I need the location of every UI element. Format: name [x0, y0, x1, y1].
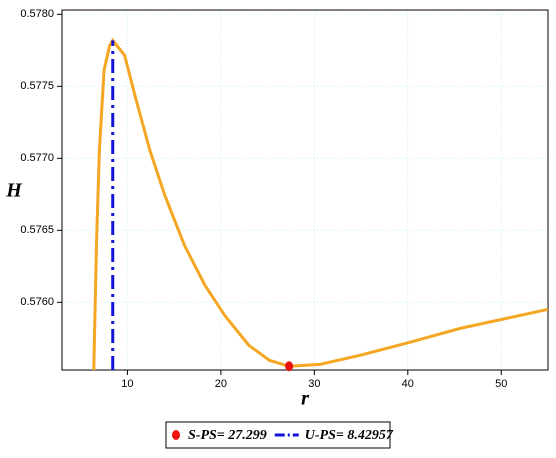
point — [285, 361, 294, 372]
x-tick-label: 20 — [215, 378, 227, 390]
y-tick-label: 0.5775 — [20, 80, 54, 92]
y-tick-label: 0.5765 — [20, 224, 54, 236]
x-tick-label: 10 — [121, 378, 133, 390]
plot-area — [92, 37, 548, 370]
x-axis-label: r — [301, 388, 309, 410]
legend-label: U-PS= 8.42957 — [305, 428, 394, 443]
x-tick-label: 30 — [308, 378, 320, 390]
x-tick-label: 50 — [495, 378, 507, 390]
x-tick-label: 40 — [402, 378, 414, 390]
y-tick-label: 0.5760 — [20, 296, 54, 308]
line-series — [92, 37, 548, 370]
y-axis-label: H — [5, 180, 23, 202]
y-tick-label: 0.5780 — [20, 8, 54, 20]
plot-frame — [61, 9, 549, 371]
y-tick-label: 0.5770 — [20, 152, 54, 164]
legend-marker — [172, 430, 180, 440]
legend-label: S-PS= 27.299 — [188, 428, 267, 443]
